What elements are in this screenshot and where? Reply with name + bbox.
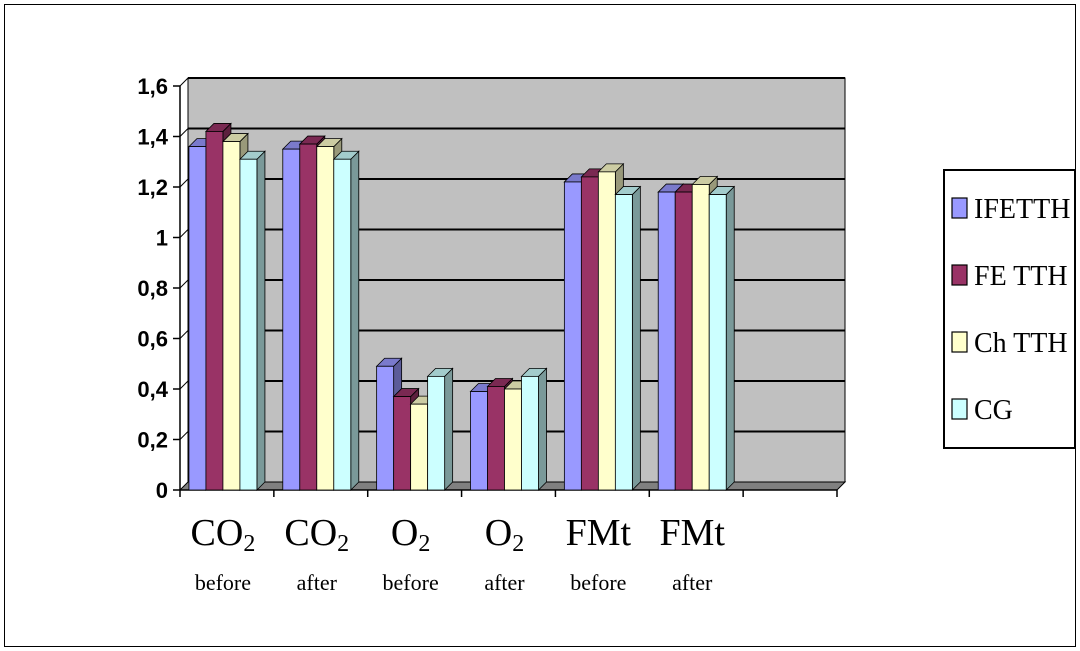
bar-side [631,185,641,491]
y-tick-label: 0,6 [137,327,168,352]
bar [674,191,693,491]
x-category-note: after [297,570,338,595]
x-category-note: before [195,570,251,595]
bar [504,388,522,491]
bar [691,184,710,491]
legend-swatch [951,197,968,219]
legend-label: IFETTH [974,194,1070,225]
bar [393,396,412,491]
x-category-label: FMt [566,512,632,554]
bar-side [350,150,360,491]
bar [239,158,258,491]
legend-swatch [951,398,968,420]
bar [563,181,582,491]
legend-label: FE TTH [974,261,1068,292]
gridline-side [179,229,189,238]
x-category-note: before [383,570,439,595]
bar-side [444,367,454,491]
bar-side [725,185,735,491]
bar [316,146,335,491]
gridline-side [179,178,189,188]
bar [487,386,505,491]
bar-side [256,150,266,491]
legend-label: CG [974,395,1013,426]
bar-side [538,367,547,491]
y-tick-label: 1 [156,226,168,251]
bar [427,375,446,491]
gridline-side [179,279,189,289]
gridline-side [179,128,189,137]
bar [333,158,352,491]
gridline-side [179,380,189,390]
legend-swatch [951,331,968,353]
bar [299,143,318,491]
y-tick-label: 1,6 [137,74,168,99]
x-category-label: FMt [659,512,725,554]
y-tick-label: 1,2 [137,175,168,200]
y-tick-label: 1,4 [137,125,168,150]
x-category-label: CO2 [191,512,256,557]
bar [614,194,633,491]
y-tick-label: 0,4 [137,377,168,402]
gridline-side [179,330,189,339]
bar [222,141,241,491]
x-category-note: after [484,570,525,595]
bar [580,176,599,491]
x-category-label: CO2 [284,512,349,557]
legend-label: Ch TTH [974,328,1068,359]
bar [205,131,224,491]
x-category-note: after [672,570,713,595]
bar [282,148,301,491]
bar [470,391,488,491]
gridline-side [179,431,189,440]
y-tick-label: 0,8 [137,276,168,301]
x-category-label: O2 [391,512,430,557]
bar [376,365,395,491]
gridline-side [179,77,189,87]
bar [188,146,207,491]
bar [521,375,539,491]
bar [597,171,616,491]
bar [657,191,676,491]
x-category-note: before [570,570,626,595]
legend-swatch [951,264,968,286]
bar [410,403,429,491]
x-category-label: O2 [485,512,524,557]
y-tick-label: 0,2 [137,428,168,453]
bar [708,194,727,491]
y-tick-label: 0 [156,478,168,503]
